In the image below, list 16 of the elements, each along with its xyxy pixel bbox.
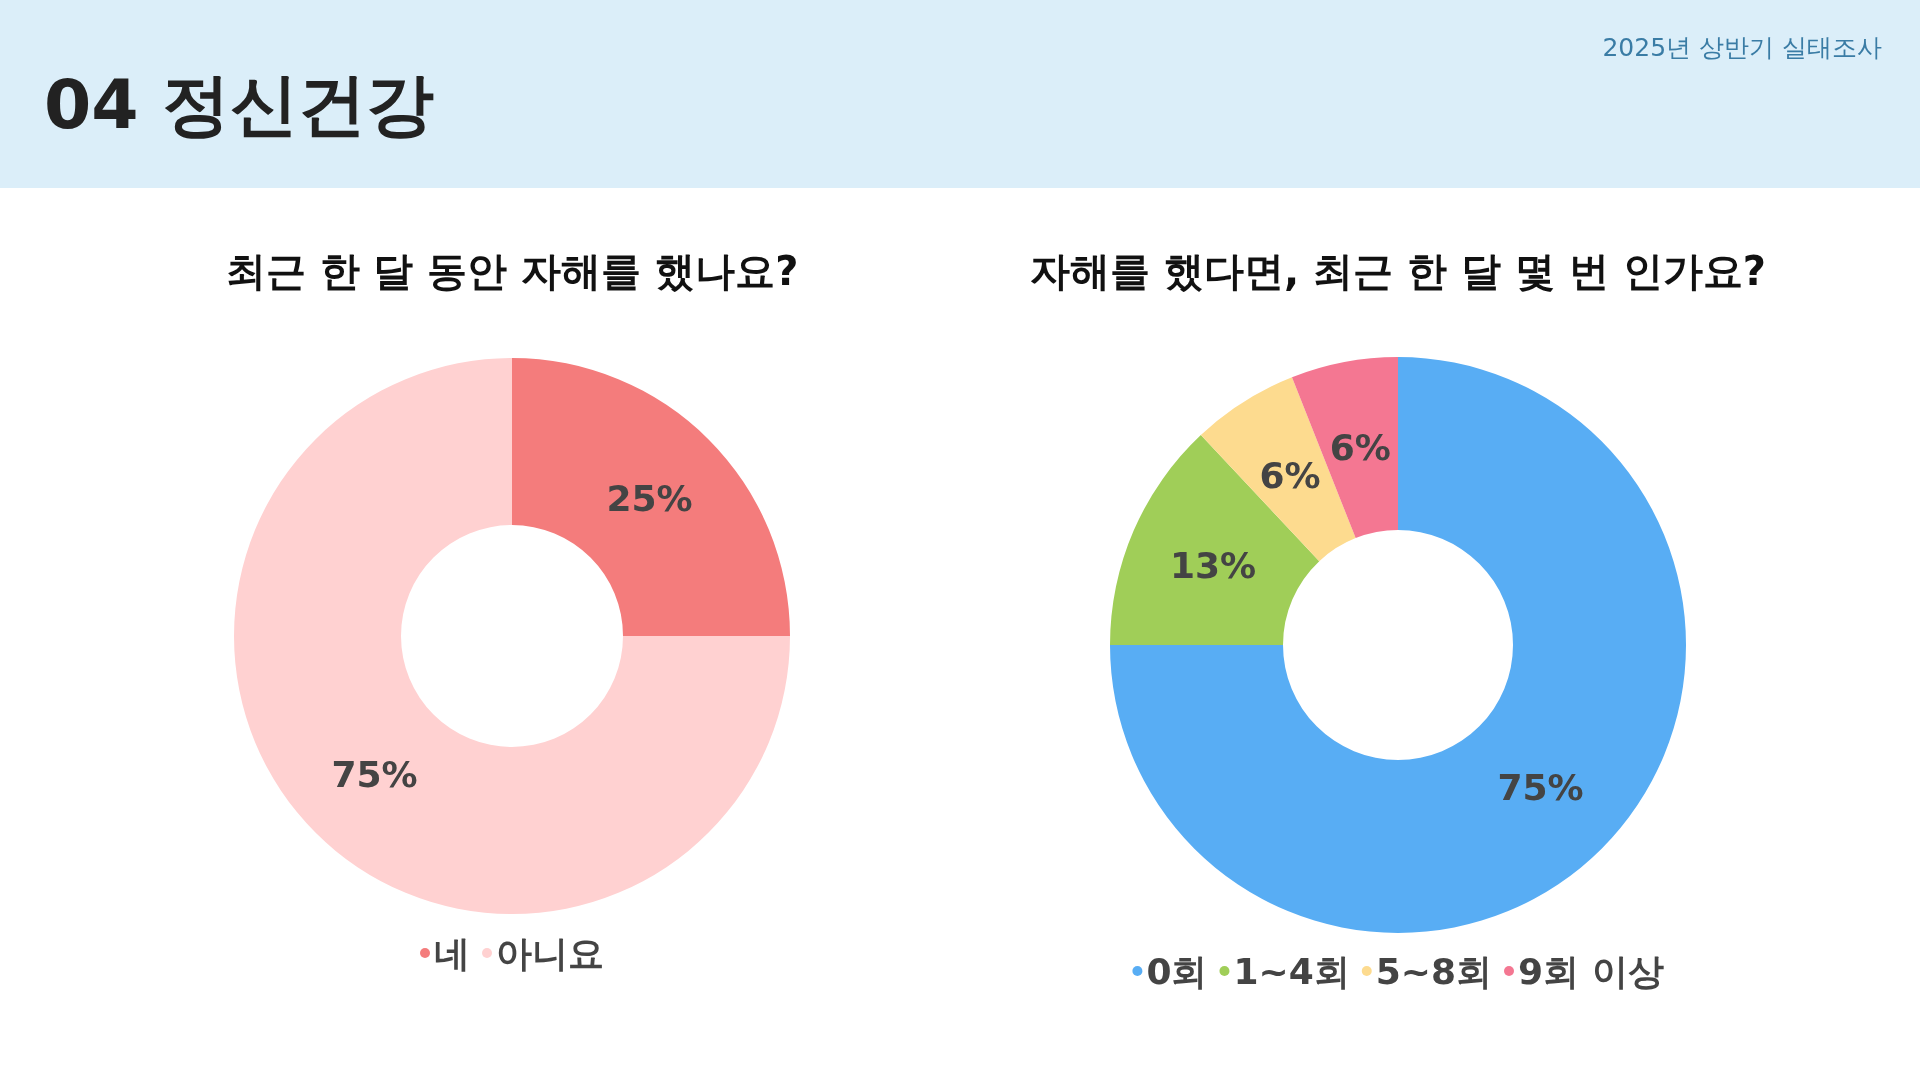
data-label: 25% (606, 478, 693, 520)
text: 04 정신건강 (44, 65, 435, 144)
data-label: 75% (331, 753, 418, 795)
legend-label: 9회 이상 (1518, 951, 1664, 992)
chart-title: 최근 한 달 동안 자해를 했나요? (225, 248, 799, 294)
data-label: 75% (1497, 767, 1584, 809)
legend-label: 0회 (1146, 951, 1208, 992)
data-label: 13% (1169, 544, 1257, 586)
legend-label: 1~4회 (1233, 951, 1350, 992)
data-label: 6% (1259, 454, 1321, 496)
data-label: 6% (1329, 427, 1391, 469)
legend-label: 5~8회 (1375, 951, 1492, 992)
legend-label: 네 (434, 933, 470, 974)
legend-label: 아니요 (496, 933, 604, 974)
text: 2025년 상반기 실태조사 (1602, 33, 1882, 62)
chart-title: 자해를 했다면, 최근 한 달 몇 번 인가요? (1030, 248, 1766, 294)
